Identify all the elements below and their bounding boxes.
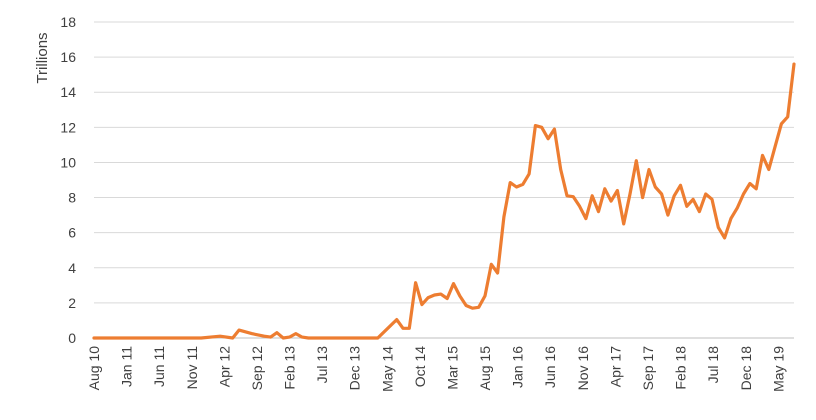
x-tick-label: Apr 17 — [607, 346, 623, 387]
series-line — [92, 62, 796, 340]
y-tick-label: 6 — [68, 225, 76, 241]
x-tick-label: Dec 13 — [347, 346, 363, 391]
x-tick-label: Dec 18 — [738, 346, 754, 391]
y-tick-label: 10 — [60, 154, 76, 170]
x-tick-label: Nov 11 — [184, 346, 200, 390]
x-axis-ticks: Aug 10 Jan 11 Jun 11 Nov 11 Apr 12 Sep 12 Feb … — [86, 346, 786, 392]
y-tick-label: 2 — [68, 295, 76, 311]
x-tick-label: Sep 12 — [249, 346, 265, 391]
y-tick-label: 4 — [68, 260, 76, 276]
x-tick-label: Feb 18 — [673, 346, 689, 390]
x-tick-label: Jul 13 — [314, 346, 330, 384]
x-tick-label: Jul 18 — [705, 346, 721, 384]
x-tick-label: Jun 16 — [542, 346, 558, 388]
y-tick-label: 18 — [60, 14, 76, 30]
x-tick-label: May 14 — [379, 346, 395, 392]
y-axis-ticks: 0 2 4 6 8 10 12 14 16 18 — [60, 14, 76, 346]
x-tick-label: Aug 10 — [86, 346, 102, 391]
y-axis-title: Trillions — [34, 32, 51, 83]
x-tick-label: Jan 16 — [510, 346, 526, 388]
series-group — [92, 62, 796, 340]
x-tick-label: Jun 11 — [151, 346, 167, 387]
x-tick-label: Nov 16 — [575, 346, 591, 391]
y-tick-label: 8 — [68, 190, 76, 206]
x-tick-label: Sep 17 — [640, 346, 656, 391]
y-tick-label: 14 — [60, 84, 76, 100]
x-tick-label: Feb 13 — [282, 346, 298, 390]
x-tick-label: Apr 12 — [216, 346, 232, 387]
x-tick-label: May 19 — [770, 346, 786, 392]
x-tick-label: Aug 15 — [477, 346, 493, 391]
y-tick-label: 12 — [60, 119, 76, 135]
x-tick-label: Mar 15 — [444, 346, 460, 390]
gridlines — [94, 21, 794, 339]
y-tick-label: 16 — [60, 49, 76, 65]
x-tick-label: Jan 11 — [119, 346, 135, 387]
y-tick-label: 0 — [68, 330, 76, 346]
x-tick-label: Oct 14 — [412, 346, 428, 387]
